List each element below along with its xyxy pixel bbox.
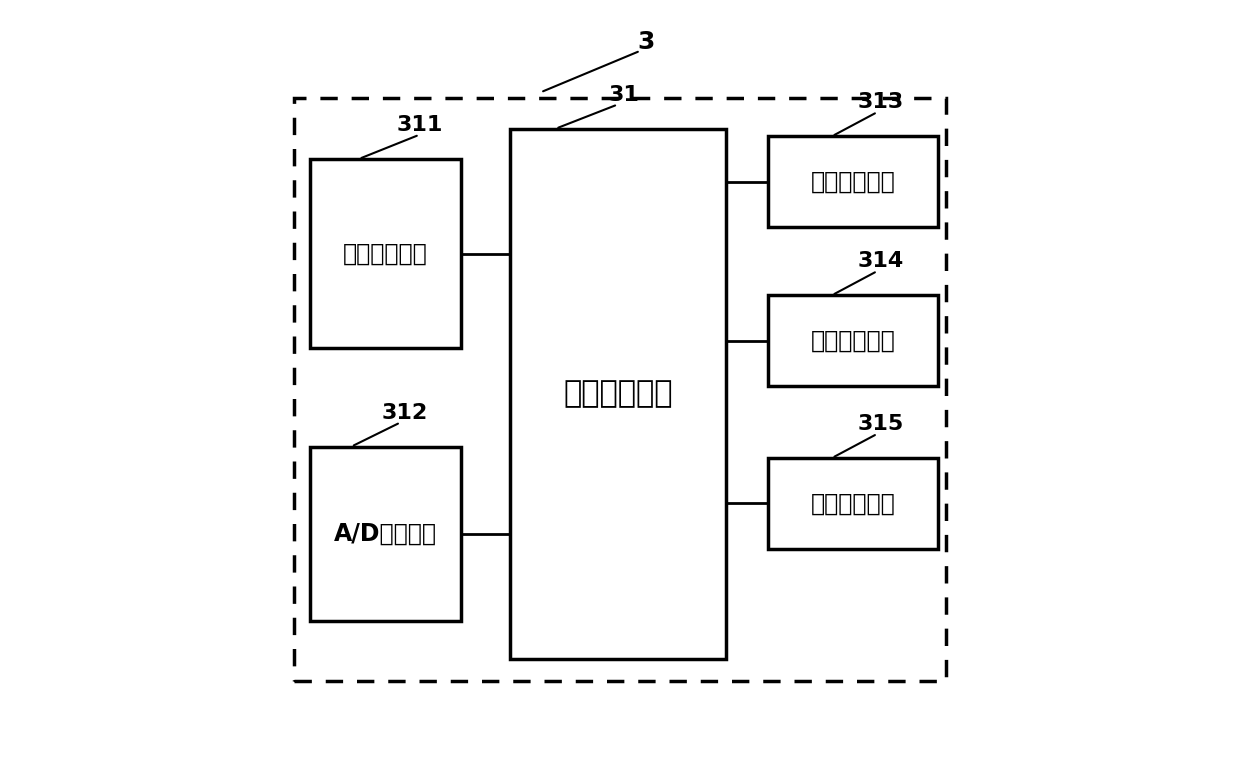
Text: 315: 315 (858, 414, 904, 434)
Text: 313: 313 (858, 92, 904, 112)
Text: 数据显示模块: 数据显示模块 (811, 170, 895, 194)
Text: 视频采集模块: 视频采集模块 (343, 241, 428, 266)
Text: A/D转换模块: A/D转换模块 (334, 522, 436, 546)
Text: 3: 3 (637, 30, 655, 54)
Text: 314: 314 (858, 251, 904, 271)
Text: 视频处理模块: 视频处理模块 (563, 379, 673, 408)
Bar (310, 447, 461, 621)
Text: 数据存储模块: 数据存储模块 (811, 329, 895, 353)
Bar (510, 129, 725, 659)
Bar (768, 295, 937, 386)
Bar (310, 159, 461, 348)
Bar (768, 458, 937, 549)
Text: 311: 311 (397, 115, 443, 135)
Bar (294, 98, 946, 681)
Text: 数据接口模块: 数据接口模块 (811, 491, 895, 516)
Text: 31: 31 (609, 85, 640, 104)
Text: 312: 312 (381, 403, 428, 422)
Bar (768, 136, 937, 227)
